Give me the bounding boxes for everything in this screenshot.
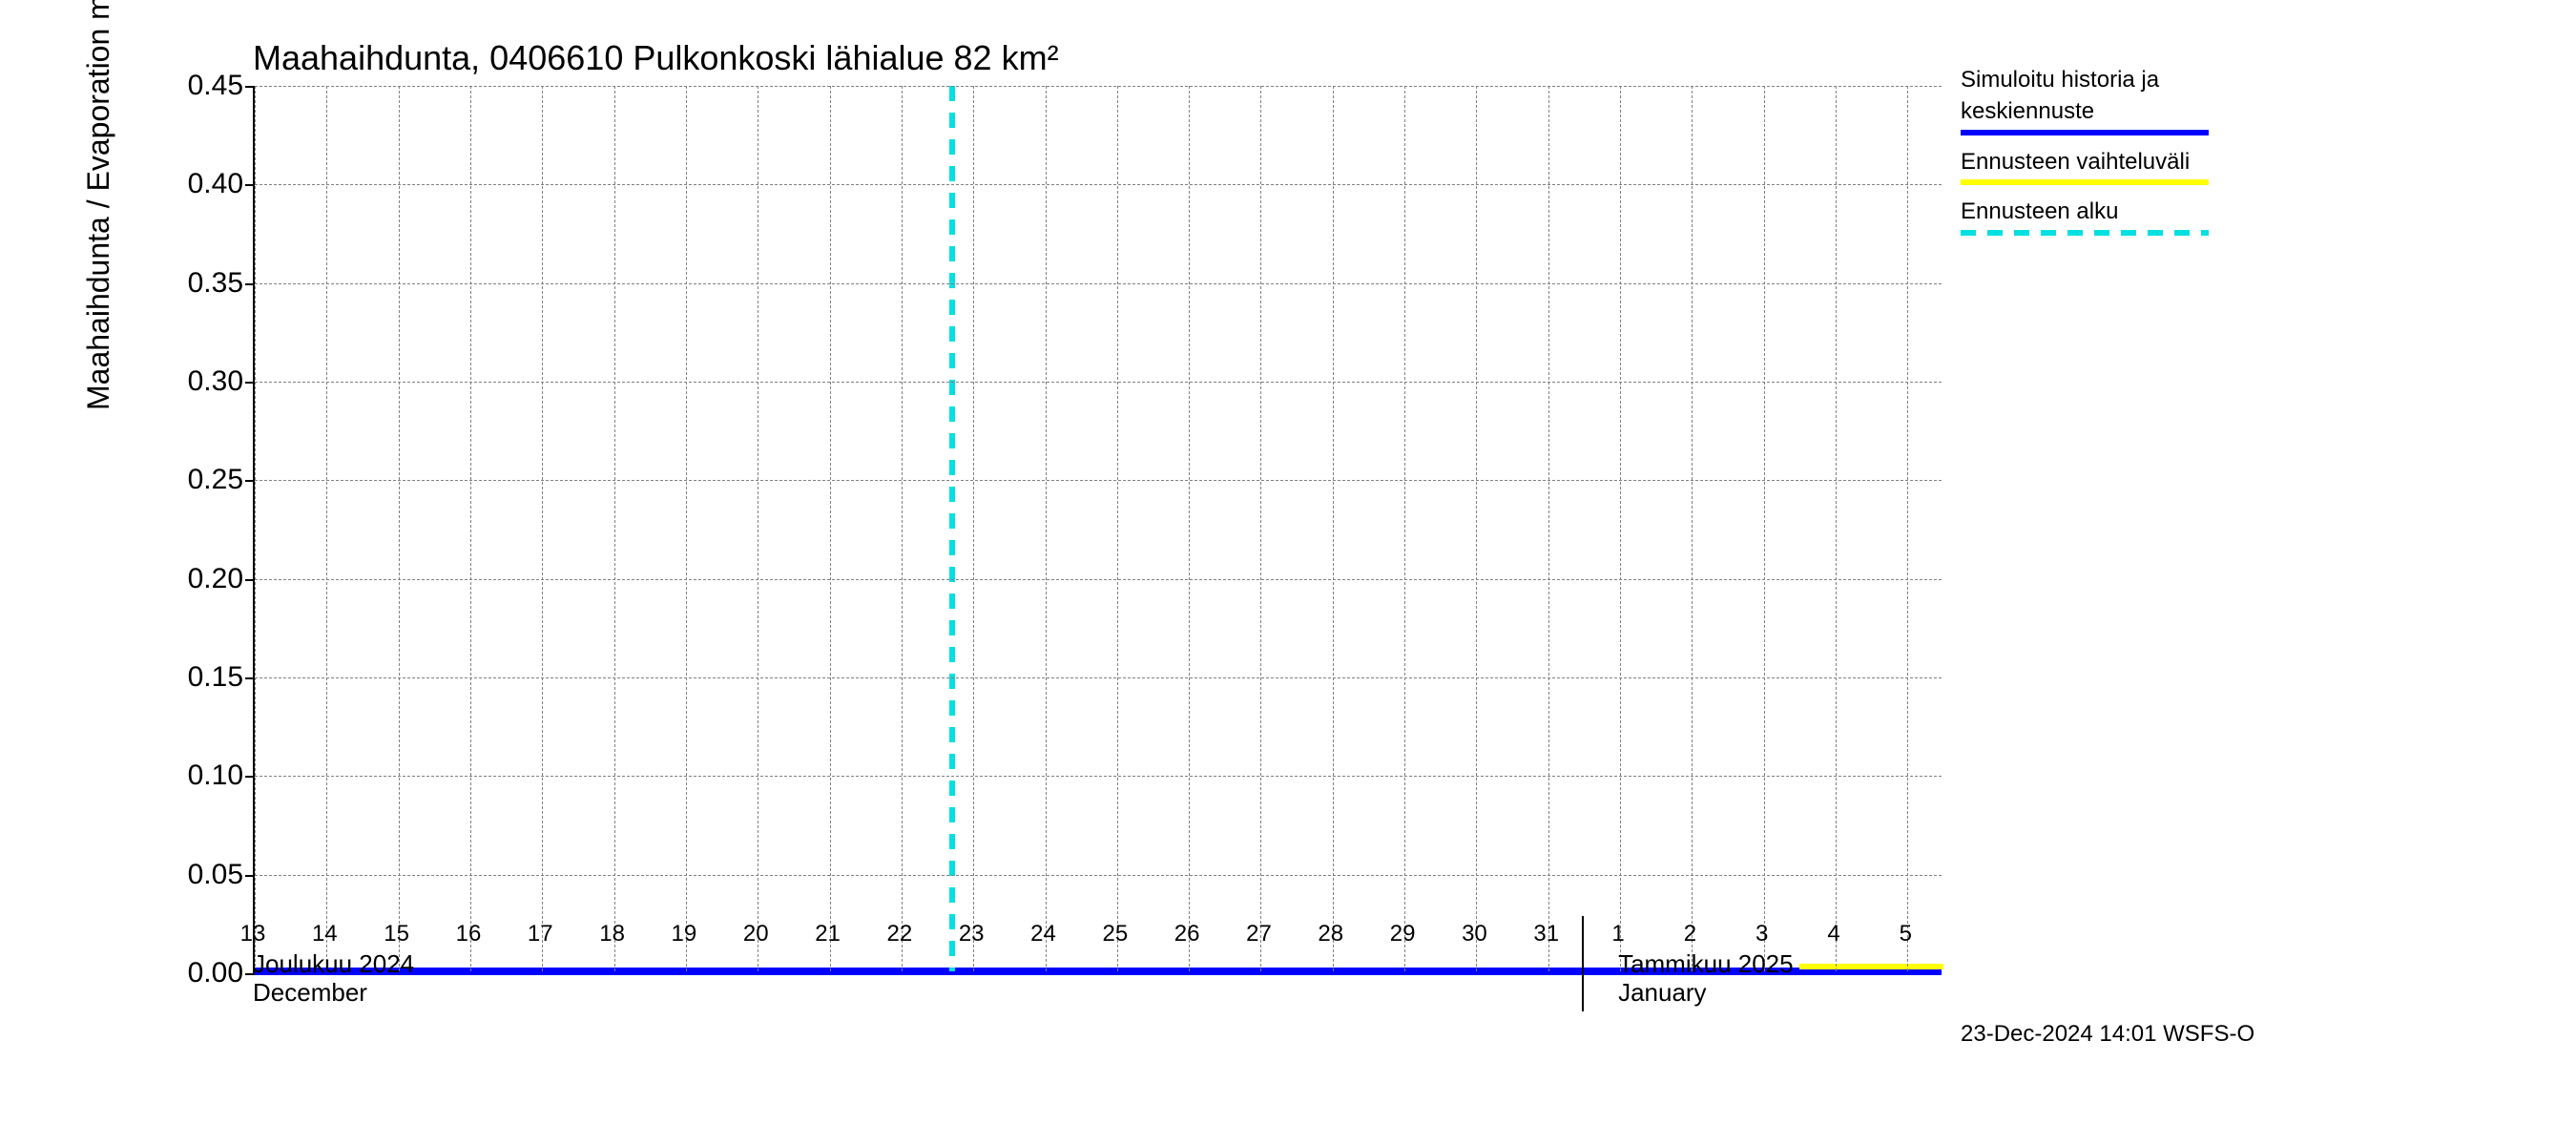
y-tick-label: 0.25 bbox=[177, 464, 243, 496]
x-tick-label: 2 bbox=[1684, 921, 1696, 947]
month-label: Tammikuu 2025 bbox=[1618, 949, 1794, 979]
v-gridline bbox=[1189, 86, 1190, 971]
x-tick-label: 17 bbox=[528, 921, 553, 947]
x-tick-label: 29 bbox=[1390, 921, 1416, 947]
series-forecast-range bbox=[1799, 964, 1943, 969]
h-gridline bbox=[255, 579, 1942, 580]
legend: Simuloitu historia ja keskiennuste Ennus… bbox=[1961, 67, 2266, 249]
v-gridline bbox=[470, 86, 471, 971]
month-label-sub: January bbox=[1618, 978, 1707, 1008]
y-tick-label: 0.20 bbox=[177, 563, 243, 595]
y-tick-label: 0.10 bbox=[177, 760, 243, 792]
x-tick-label: 1 bbox=[1611, 921, 1624, 947]
v-gridline bbox=[1476, 86, 1477, 971]
v-gridline bbox=[1836, 86, 1837, 971]
month-label: Joulukuu 2024 bbox=[253, 949, 414, 979]
v-gridline bbox=[1548, 86, 1549, 971]
month-label-sub: December bbox=[253, 978, 367, 1008]
v-gridline bbox=[830, 86, 831, 971]
x-tick-label: 14 bbox=[312, 921, 338, 947]
legend-item-history: Simuloitu historia ja keskiennuste bbox=[1961, 67, 2266, 135]
legend-item-range: Ennusteen vaihteluväli bbox=[1961, 149, 2266, 186]
chart-container: Maahaihdunta, 0406610 Pulkonkoski lähial… bbox=[81, 29, 2562, 1078]
y-tick-mark bbox=[245, 875, 255, 877]
y-tick-mark bbox=[245, 579, 255, 581]
x-tick-label: 20 bbox=[743, 921, 769, 947]
x-tick-label: 5 bbox=[1900, 921, 1912, 947]
h-gridline bbox=[255, 776, 1942, 777]
v-gridline bbox=[1404, 86, 1405, 971]
v-gridline bbox=[1764, 86, 1765, 971]
x-tick-label: 4 bbox=[1827, 921, 1839, 947]
x-tick-label: 31 bbox=[1533, 921, 1559, 947]
x-tick-label: 25 bbox=[1102, 921, 1128, 947]
y-tick-label: 0.00 bbox=[177, 957, 243, 989]
legend-item-start: Ennusteen alku bbox=[1961, 198, 2266, 236]
x-tick-label: 18 bbox=[599, 921, 625, 947]
x-tick-label: 22 bbox=[887, 921, 913, 947]
month-divider bbox=[1582, 916, 1584, 1011]
v-gridline bbox=[542, 86, 543, 971]
y-tick-mark bbox=[245, 283, 255, 285]
v-gridline bbox=[255, 86, 256, 971]
x-tick-label: 24 bbox=[1030, 921, 1056, 947]
x-tick-label: 30 bbox=[1462, 921, 1487, 947]
y-tick-label: 0.45 bbox=[177, 70, 243, 102]
h-gridline bbox=[255, 283, 1942, 284]
v-gridline bbox=[1620, 86, 1621, 971]
x-tick-label: 13 bbox=[240, 921, 266, 947]
y-tick-mark bbox=[245, 480, 255, 482]
chart-title: Maahaihdunta, 0406610 Pulkonkoski lähial… bbox=[253, 38, 1059, 78]
legend-swatch bbox=[1961, 130, 2209, 135]
legend-label: Simuloitu historia ja bbox=[1961, 67, 2266, 94]
legend-swatch bbox=[1961, 179, 2209, 185]
x-tick-label: 15 bbox=[384, 921, 409, 947]
v-gridline bbox=[1046, 86, 1047, 971]
v-gridline bbox=[614, 86, 615, 971]
h-gridline bbox=[255, 86, 1942, 87]
y-tick-label: 0.05 bbox=[177, 859, 243, 891]
y-tick-label: 0.15 bbox=[177, 661, 243, 694]
x-tick-label: 21 bbox=[815, 921, 841, 947]
v-gridline bbox=[902, 86, 903, 971]
v-gridline bbox=[326, 86, 327, 971]
y-tick-mark bbox=[245, 776, 255, 778]
v-gridline bbox=[1260, 86, 1261, 971]
h-gridline bbox=[255, 677, 1942, 678]
forecast-start-line bbox=[949, 86, 955, 971]
y-tick-mark bbox=[245, 86, 255, 88]
v-gridline bbox=[1907, 86, 1908, 971]
y-tick-label: 0.35 bbox=[177, 267, 243, 300]
x-tick-label: 27 bbox=[1246, 921, 1272, 947]
footer-timestamp: 23-Dec-2024 14:01 WSFS-O bbox=[1961, 1021, 2254, 1048]
y-tick-mark bbox=[245, 677, 255, 679]
legend-label: Ennusteen vaihteluväli bbox=[1961, 149, 2266, 177]
v-gridline bbox=[399, 86, 400, 971]
x-tick-label: 3 bbox=[1755, 921, 1768, 947]
v-gridline bbox=[1333, 86, 1334, 971]
h-gridline bbox=[255, 184, 1942, 185]
x-tick-label: 28 bbox=[1318, 921, 1343, 947]
v-gridline bbox=[686, 86, 687, 971]
x-tick-label: 19 bbox=[672, 921, 697, 947]
v-gridline bbox=[973, 86, 974, 971]
h-gridline bbox=[255, 875, 1942, 876]
v-gridline bbox=[1692, 86, 1693, 971]
x-tick-label: 26 bbox=[1174, 921, 1200, 947]
y-tick-label: 0.30 bbox=[177, 365, 243, 398]
legend-label: Ennusteen alku bbox=[1961, 198, 2266, 226]
legend-swatch bbox=[1961, 230, 2209, 236]
y-tick-mark bbox=[245, 382, 255, 384]
v-gridline bbox=[1117, 86, 1118, 971]
h-gridline bbox=[255, 480, 1942, 481]
y-axis-label: Maahaihdunta / Evaporation mm/d bbox=[81, 0, 116, 410]
h-gridline bbox=[255, 382, 1942, 383]
y-tick-mark bbox=[245, 184, 255, 186]
x-tick-label: 23 bbox=[959, 921, 985, 947]
plot-area bbox=[253, 86, 1942, 973]
y-tick-label: 0.40 bbox=[177, 168, 243, 200]
x-tick-label: 16 bbox=[456, 921, 482, 947]
legend-label: keskiennuste bbox=[1961, 98, 2266, 126]
